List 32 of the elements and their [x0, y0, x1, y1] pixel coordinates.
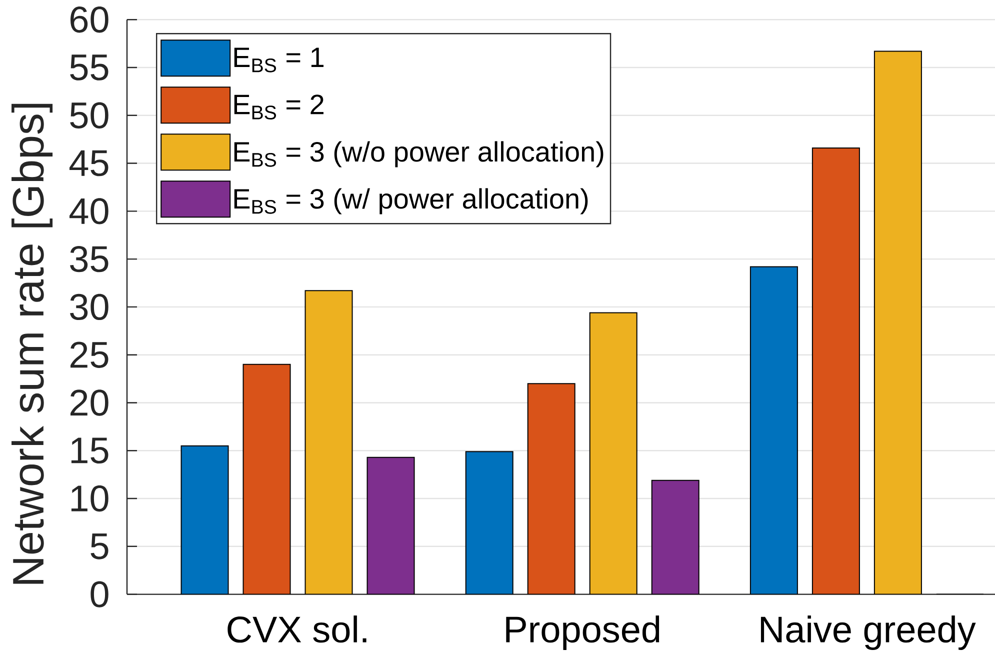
y-tick-label: 10 — [71, 485, 108, 512]
y-tick-label: 55 — [70, 54, 108, 80]
legend-label: E$_{BS}$ = 3 (w/o power allocation) — [234, 141, 604, 168]
y-tick-label: 0 — [90, 581, 108, 608]
y-tick-label: 25 — [70, 342, 108, 368]
bar — [366, 456, 415, 594]
bar — [304, 290, 353, 594]
y-tick-label: 50 — [70, 102, 108, 128]
bar — [180, 445, 229, 594]
y-tick-label: 40 — [69, 198, 108, 224]
bar — [527, 383, 576, 594]
legend-label: E$_{BS}$ = 2 — [234, 94, 324, 120]
bar — [589, 312, 638, 594]
y-tick-label: 35 — [70, 246, 108, 272]
legend-label: E$_{BS}$ = 1 — [234, 48, 324, 72]
x-tick-label: CVX sol. — [228, 615, 366, 643]
y-tick-label: 60 — [70, 6, 108, 33]
bar — [465, 451, 514, 594]
bar — [874, 50, 922, 594]
bar — [242, 364, 291, 594]
x-tick-label: Proposed — [506, 615, 660, 650]
bar — [812, 147, 860, 594]
bar — [750, 266, 798, 594]
legend-label: E$_{BS}$ = 3 (w/ power allocation) — [234, 188, 588, 214]
x-tick-label: Naive greedy — [760, 615, 976, 650]
bar — [651, 480, 700, 594]
y-tick-label: 45 — [69, 150, 108, 176]
y-tick-label: 20 — [70, 390, 108, 416]
y-axis-title: Network sum rate [Gbps] — [12, 104, 53, 584]
y-tick-label: 30 — [70, 294, 108, 320]
y-tick-label: 5 — [90, 534, 108, 560]
y-tick-label: 15 — [71, 438, 108, 464]
